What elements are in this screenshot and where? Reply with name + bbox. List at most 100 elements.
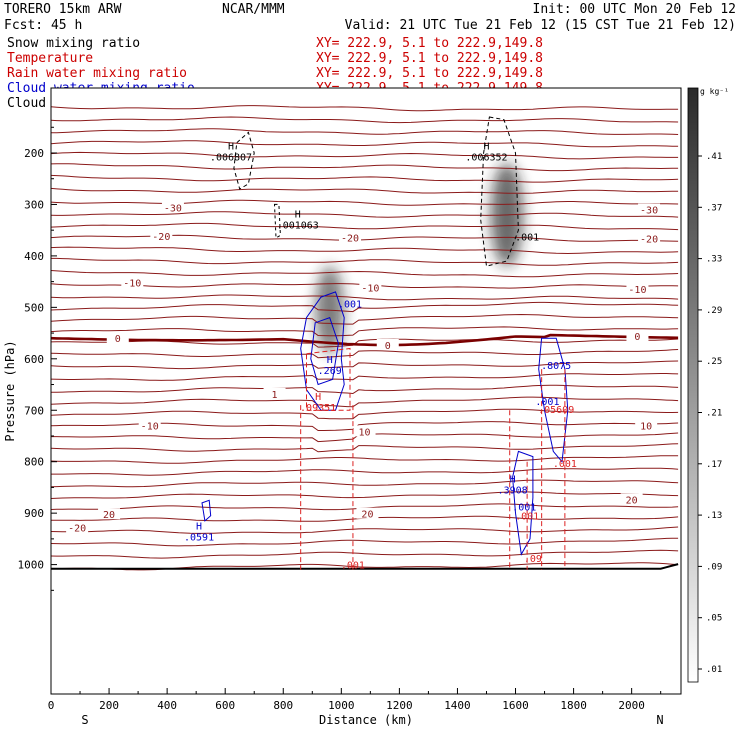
isotherm [51,199,679,206]
isotherm [51,140,679,148]
y-tick-label: 300 [24,198,44,211]
legend-field-xy: XY= 222.9, 5.1 to 222.9,149.8 [316,36,543,51]
isotherm [51,187,679,194]
isotherm [51,270,679,278]
colorbar-label: .33 [706,255,722,265]
contour-label: .05609 [538,405,574,416]
colorbar-label: .05 [706,614,722,624]
isotherm [51,349,679,359]
x-tick-label: 1600 [502,699,529,712]
isotherm-label-bg [620,493,643,505]
x-tick-label: 2000 [618,699,645,712]
isotherm-label-bg [263,387,286,399]
isotherm [51,222,679,231]
rain-contour [306,347,351,411]
isotherm-label-bg [353,425,376,437]
colorbar-label: .17 [706,460,722,470]
x-tick-label: 1800 [560,699,587,712]
extremum-marker: H [315,392,321,403]
colorbar-label: .41 [706,152,722,162]
isotherm-label-bg [359,281,382,293]
isotherm-label-bg [638,232,661,244]
y-tick-label: 900 [24,507,44,520]
isotherm [51,105,679,112]
contour-label: .001 [512,503,536,514]
isotherm [51,116,679,124]
extremum-value: .3908 [498,485,528,496]
isotherm-label: 1 [272,390,278,401]
isotherm [51,294,679,301]
x-tick-label: 600 [215,699,235,712]
x-tick-label: 1000 [328,699,355,712]
isotherm [51,467,679,476]
colorbar-label: .13 [706,511,722,521]
isotherm-label-bg [376,338,399,350]
isotherm-label: 20 [361,510,373,521]
extremum-marker: H [327,355,333,366]
y-axis-label: Pressure (hPa) [3,340,17,441]
isotherm [51,174,679,183]
x-tick-label: 400 [157,699,177,712]
center-title: NCAR/MMM [222,2,285,17]
contour-label: .001 [515,232,539,243]
extremum-value: .001063 [277,220,319,231]
isotherm [51,549,679,559]
ice-contour [233,131,255,190]
extremum-value: .006352 [465,152,507,163]
isotherm [51,537,679,547]
colorbar-labels: g kg⁻¹ .01 .05 .09 .13 .17 .21 .25 .29 .33 .37 .41 [698,87,729,675]
isotherm [51,257,679,266]
isotherm [51,526,679,534]
y-tick-label: 200 [24,147,44,160]
extremum-value: .09351 [300,403,336,414]
colorbar-label: .37 [706,203,722,213]
isotherm [51,479,679,488]
cloud-water-contour [310,316,339,386]
isotherm-label-bg [66,521,89,533]
plot-frame [50,87,682,695]
isotherm-label-bg [106,332,129,344]
y-tick-label: 500 [24,301,44,314]
legend-field-name: Snow mixing ratio [7,36,140,51]
contour-label: .001 [553,459,577,470]
legend-field-name: Rain water mixing ratio [7,66,187,81]
isotherm-label-bg [98,508,121,520]
extremum-value: .006807 [210,152,252,163]
isotherm-label-bg [150,229,173,241]
x-tick-label: 0 [48,699,55,712]
axes: 0 200 400 600 800 1000 1200 1400 1600 1800 2000200… [3,126,664,727]
isotherm-label: 0 [385,341,391,352]
colorbar-label: .25 [706,357,722,367]
isotherm [51,384,679,395]
extremum-marker: H [483,141,489,152]
isotherm [51,211,679,218]
valid-time: Valid: 21 UTC Tue 21 Feb 12 (15 CST Tue … [345,18,736,33]
x-tick-label: 200 [99,699,119,712]
isotherm-label: -20 [341,233,359,244]
cloud-water-contour [538,337,569,463]
isotherm-label-bg [356,507,379,519]
terrain-line [51,563,679,570]
isotherm-label: -10 [361,283,379,294]
isotherm-label-bg [626,330,649,342]
north-label: N [656,713,663,727]
contour-labels: -30 -30 -20 -20 -20 -10 -10 -10 -10 0 0 0 10 10 20 20 20… [66,141,661,572]
isotherm [51,491,679,499]
extremum-marker: H [196,522,202,533]
colorbar-unit: g kg⁻¹ [700,87,729,96]
isotherm [51,301,679,313]
x-axis-label: Distance (km) [319,713,413,727]
isotherm-label-bg [138,419,161,431]
colorbar-label: .29 [706,306,722,316]
isotherm-label-bg [339,231,362,243]
isotherm [51,408,679,420]
isotherm [51,313,679,325]
isotherm-label-bg [121,276,144,288]
isotherm-label-bg [626,282,649,294]
isotherm-label: -20 [640,234,658,245]
legend-field-name: Temperature [7,51,93,66]
contour-label: .001 [515,511,539,522]
isotherm-label: 0 [634,332,640,343]
isotherm-label: -30 [640,206,658,217]
y-tick-label: 1000 [18,559,45,572]
